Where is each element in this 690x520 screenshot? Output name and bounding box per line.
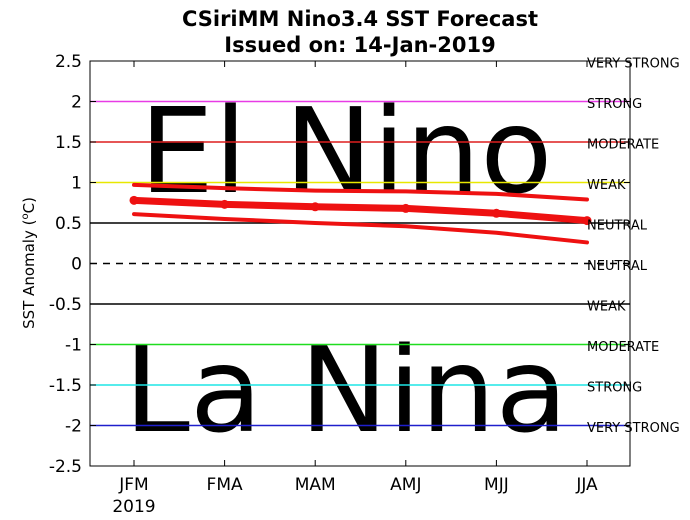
y-tick-label-0: 2.5: [55, 52, 82, 72]
y-tick-label-9: -2: [65, 417, 82, 437]
y-tick-label-1: 2: [71, 93, 82, 113]
x-tick-label-2: MAM: [295, 475, 336, 495]
y-axis-label: SST Anomaly (oC): [20, 197, 38, 329]
y-tick-label-8: -1.5: [49, 376, 82, 396]
y-tick-label-7: -1: [65, 336, 82, 356]
y-tick-label-4: 0.5: [55, 214, 82, 234]
chart-subtitle: Issued on: 14-Jan-2019: [224, 33, 495, 57]
series-point-mean-0: [129, 195, 139, 205]
series-point-mean-2: [310, 202, 320, 212]
phase-labels: El Nino La Nina: [124, 82, 568, 459]
series-point-mean-5: [582, 216, 592, 226]
y-tick-label-5: 0: [71, 255, 82, 275]
phase-label-1: La Nina: [124, 321, 568, 459]
region-label-0: VERY STRONG: [587, 56, 680, 71]
region-label-5: NEUTRAL: [587, 259, 648, 274]
series-line-upper: [132, 182, 589, 202]
y-tick-label-3: 1: [71, 174, 82, 194]
region-label-6: WEAK: [587, 299, 626, 314]
chart-title: CSiriMM Nino3.4 SST Forecast: [182, 7, 538, 31]
y-axis-ticks: 2.5 2 1.5 1 0.5 0 -0.5 -1 -1.5 -2 -2.5: [49, 52, 630, 477]
region-label-7: MODERATE: [587, 340, 659, 355]
region-label-4: NEUTRAL: [587, 218, 648, 233]
forecast-series: [129, 182, 592, 245]
x-tick-label-4: MJJ: [484, 475, 509, 495]
y-axis-label-degree: o: [20, 213, 31, 219]
region-label-8: STRONG: [587, 380, 642, 395]
x-tick-label-5: JJA: [575, 475, 598, 495]
x-axis-ticks: JFM FMA MAM AMJ MJJ JJA: [118, 61, 598, 495]
y-tick-label-10: -2.5: [49, 457, 82, 477]
series-point-mean-3: [401, 203, 411, 213]
x-tick-label-1: FMA: [207, 475, 243, 495]
phase-label-0: El Nino: [140, 82, 553, 220]
region-labels: VERY STRONG STRONG MODERATE WEAK NEUTRAL NEUT…: [587, 56, 680, 436]
y-tick-label-2: 1.5: [55, 133, 82, 153]
y-axis-label-text: SST Anomaly (: [20, 220, 38, 329]
x-tick-label-0: JFM: [118, 475, 148, 495]
series-line-lower: [132, 212, 589, 245]
x-axis-year-label: 2019: [112, 497, 155, 517]
region-label-2: MODERATE: [587, 137, 659, 152]
series-point-mean-4: [491, 208, 501, 218]
threshold-lines: [90, 100, 630, 427]
region-label-3: WEAK: [587, 178, 626, 193]
series-point-mean-1: [220, 199, 230, 209]
region-label-9: VERY STRONG: [587, 421, 680, 436]
y-axis-label-unit: C): [20, 197, 38, 213]
x-tick-label-3: AMJ: [390, 475, 421, 495]
region-label-1: STRONG: [587, 97, 642, 112]
y-tick-label-6: -0.5: [49, 295, 82, 315]
series-line-mean: [130, 196, 591, 225]
